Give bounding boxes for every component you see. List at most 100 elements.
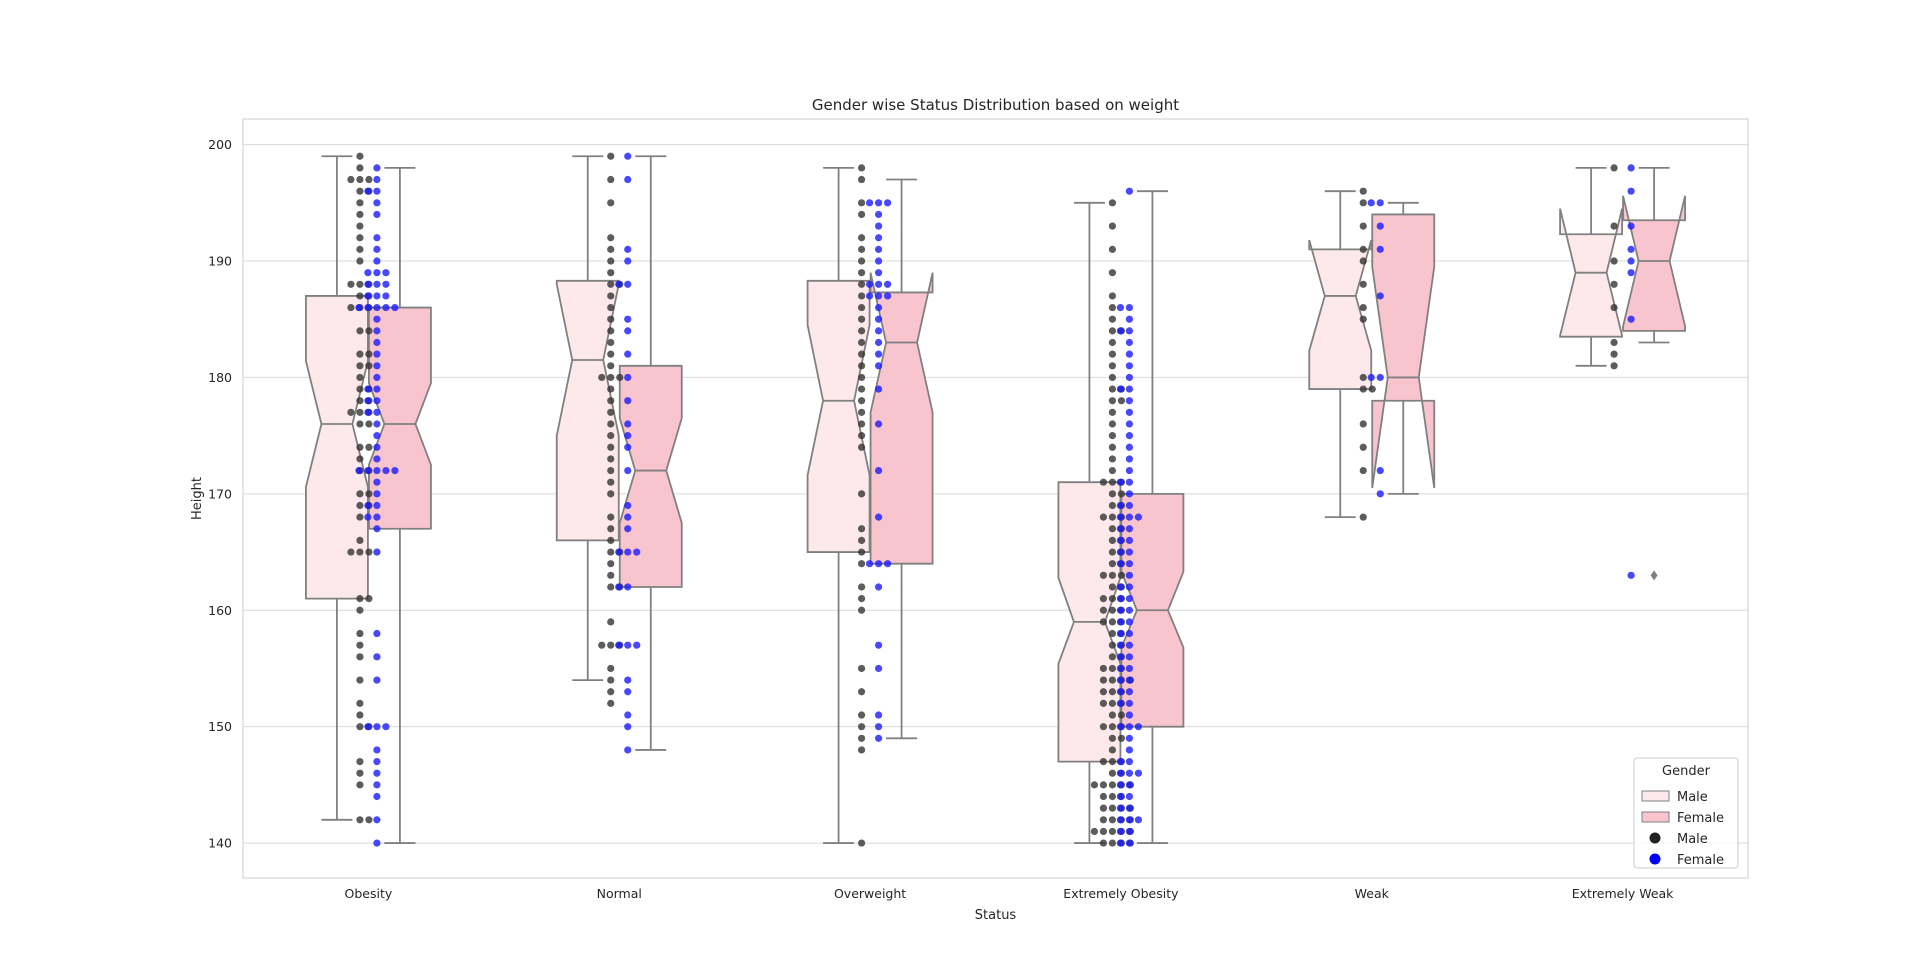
data-point-female bbox=[1125, 187, 1134, 195]
data-point-male bbox=[607, 257, 615, 265]
data-point-female bbox=[1134, 769, 1143, 777]
data-point-male bbox=[857, 164, 866, 172]
data-point-male bbox=[356, 257, 364, 265]
data-point-male bbox=[607, 571, 615, 579]
box-body bbox=[1308, 239, 1373, 390]
data-point-male bbox=[356, 199, 364, 207]
data-point-female bbox=[1116, 676, 1125, 684]
data-point-female bbox=[624, 501, 632, 510]
data-point-female bbox=[874, 513, 883, 521]
data-point-male bbox=[857, 199, 866, 207]
data-point-female bbox=[874, 711, 883, 719]
data-point-female bbox=[382, 303, 390, 312]
data-point-male bbox=[1359, 513, 1367, 521]
data-point-female bbox=[1367, 373, 1375, 382]
x-tick-label: Extremely Weak bbox=[1572, 886, 1674, 901]
data-point-female bbox=[391, 303, 399, 312]
data-point-female bbox=[364, 269, 372, 277]
data-point-female bbox=[874, 350, 883, 358]
data-point-male bbox=[1359, 280, 1367, 288]
data-point-female bbox=[1627, 269, 1635, 277]
data-point-female bbox=[874, 315, 883, 323]
data-point-male bbox=[356, 350, 364, 358]
data-point-female bbox=[874, 222, 883, 230]
legend-swatch-point bbox=[1649, 832, 1661, 844]
data-point-male bbox=[1099, 816, 1108, 824]
data-point-female bbox=[624, 548, 632, 556]
data-point-male bbox=[607, 560, 615, 568]
plot-frame bbox=[242, 118, 1749, 879]
data-point-female bbox=[1376, 373, 1384, 382]
data-point-female bbox=[373, 292, 381, 300]
data-point-female bbox=[1116, 688, 1125, 696]
data-point-female bbox=[1376, 199, 1384, 207]
data-point-male bbox=[1108, 653, 1117, 661]
x-tick-label: Obesity bbox=[345, 886, 393, 901]
data-point-female bbox=[1125, 408, 1134, 416]
data-point-male bbox=[1117, 490, 1126, 498]
data-point-male bbox=[365, 816, 373, 824]
data-point-male bbox=[1108, 222, 1117, 230]
data-point-male bbox=[1359, 315, 1367, 323]
legend-frame bbox=[1633, 757, 1739, 869]
data-point-female bbox=[874, 199, 883, 207]
data-point-male bbox=[356, 408, 364, 416]
data-point-female bbox=[624, 373, 632, 382]
data-point-male bbox=[1108, 327, 1117, 335]
box-male bbox=[555, 155, 620, 682]
data-point-male bbox=[356, 245, 364, 253]
data-point-female bbox=[874, 420, 883, 428]
data-point-male bbox=[607, 548, 615, 556]
data-point-male bbox=[1099, 676, 1108, 684]
data-point-female bbox=[382, 269, 390, 277]
data-point-female bbox=[624, 327, 632, 335]
data-point-male bbox=[1108, 548, 1117, 556]
data-point-male bbox=[1099, 664, 1108, 673]
data-point-male bbox=[857, 595, 866, 603]
data-point-male bbox=[857, 315, 866, 323]
data-point-male bbox=[356, 152, 364, 160]
data-point-male bbox=[607, 408, 615, 416]
data-point-male bbox=[607, 490, 615, 498]
data-point-male bbox=[1108, 781, 1117, 789]
data-point-female bbox=[373, 175, 381, 184]
data-point-female bbox=[373, 420, 381, 428]
data-point-male bbox=[607, 618, 615, 626]
data-point-female bbox=[624, 711, 632, 719]
data-point-female bbox=[874, 303, 883, 312]
data-point-male bbox=[1108, 804, 1117, 812]
data-point-male bbox=[607, 234, 615, 242]
data-point-female bbox=[1125, 606, 1134, 614]
data-point-female bbox=[373, 548, 381, 556]
data-point-female bbox=[874, 664, 883, 673]
data-point-male bbox=[607, 525, 615, 533]
data-point-female bbox=[373, 245, 381, 253]
data-point-male bbox=[857, 327, 866, 335]
data-point-male bbox=[1108, 664, 1117, 673]
data-point-female bbox=[874, 385, 883, 393]
data-point-male bbox=[857, 234, 866, 242]
data-point-female bbox=[373, 187, 381, 195]
data-point-female bbox=[1116, 385, 1125, 393]
data-point-female bbox=[373, 385, 381, 393]
data-point-female bbox=[373, 746, 381, 754]
data-point-female bbox=[1116, 816, 1125, 824]
data-point-male bbox=[1108, 245, 1117, 253]
data-point-male bbox=[607, 175, 615, 184]
data-point-female bbox=[1125, 723, 1134, 731]
data-point-male bbox=[1359, 257, 1367, 265]
data-point-male bbox=[1108, 513, 1117, 521]
data-point-female bbox=[373, 408, 381, 416]
data-point-female bbox=[624, 175, 632, 184]
data-point-female bbox=[373, 315, 381, 323]
data-point-female bbox=[1125, 653, 1134, 661]
data-point-female bbox=[1125, 303, 1134, 312]
data-point-female bbox=[883, 280, 892, 288]
data-point-female bbox=[1116, 583, 1125, 591]
data-point-female bbox=[1116, 769, 1125, 777]
data-point-male bbox=[1359, 303, 1367, 312]
data-point-male bbox=[607, 455, 615, 463]
data-point-male bbox=[857, 175, 866, 184]
data-point-female bbox=[1627, 245, 1635, 253]
data-point-male bbox=[857, 397, 866, 405]
